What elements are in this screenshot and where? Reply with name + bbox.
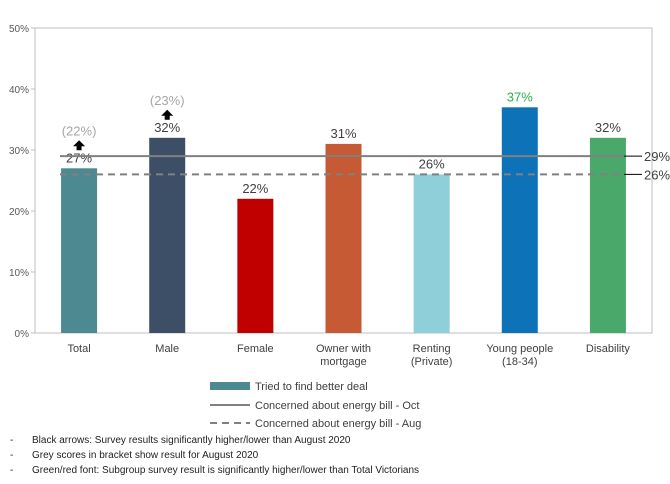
bar-value-label: 32% (595, 120, 621, 135)
x-category-label: Young people (486, 343, 553, 355)
x-category-label-line2: (Private) (411, 356, 453, 368)
y-tick-label: 40% (9, 85, 29, 96)
x-category-label: Disability (586, 343, 631, 355)
legend-swatch-bar (210, 382, 250, 390)
legend-label: Concerned about energy bill - Oct (255, 400, 419, 412)
bar-value-label: 22% (242, 181, 268, 196)
bar (61, 168, 98, 333)
bar (413, 174, 450, 333)
bar (501, 107, 538, 333)
bar-value-label: 26% (419, 156, 445, 171)
arrow-up-icon (161, 109, 174, 120)
bar (325, 143, 362, 333)
bar-value-label: 32% (154, 120, 180, 135)
footnotes: Black arrows: Survey results significant… (10, 433, 419, 478)
y-tick-label: 50% (9, 24, 29, 35)
y-tick-label: 30% (9, 146, 29, 157)
x-category-label-line2: mortgage (320, 356, 366, 368)
x-category-label-line2: (18-34) (502, 356, 537, 368)
arrow-up-icon (73, 140, 86, 151)
y-tick-label: 20% (9, 207, 29, 218)
x-category-label: Total (67, 343, 90, 355)
footnote-brackets: Grey scores in bracket show result for A… (10, 448, 419, 463)
bar-value-label: 31% (330, 126, 356, 141)
august-score-label: (22%) (62, 123, 97, 138)
bar (149, 137, 186, 333)
reference-line-label: 26% (644, 167, 670, 182)
x-category-label: Female (237, 343, 274, 355)
footnote-font-colors: Green/red font: Subgroup survey result i… (10, 463, 419, 478)
bar (589, 137, 626, 333)
x-category-label: Owner with (316, 343, 371, 355)
y-tick-label: 0% (15, 329, 30, 340)
bar-value-label: 37% (507, 89, 533, 104)
legend-label: Concerned about energy bill - Aug (255, 418, 421, 430)
footnote-arrows: Black arrows: Survey results significant… (10, 433, 419, 448)
bar-value-label: 27% (66, 150, 92, 165)
august-score-label: (23%) (150, 93, 185, 108)
bar (237, 198, 274, 333)
reference-line-label: 29% (644, 149, 670, 164)
x-category-label: Renting (413, 343, 451, 355)
x-category-label: Male (155, 343, 179, 355)
y-tick-label: 10% (9, 268, 29, 279)
bar-chart: 0% 10% 20% 30% 40% 50% 27% Total 32% Male 22% Femal… (9, 24, 670, 430)
legend-label: Tried to find better deal (255, 381, 368, 393)
